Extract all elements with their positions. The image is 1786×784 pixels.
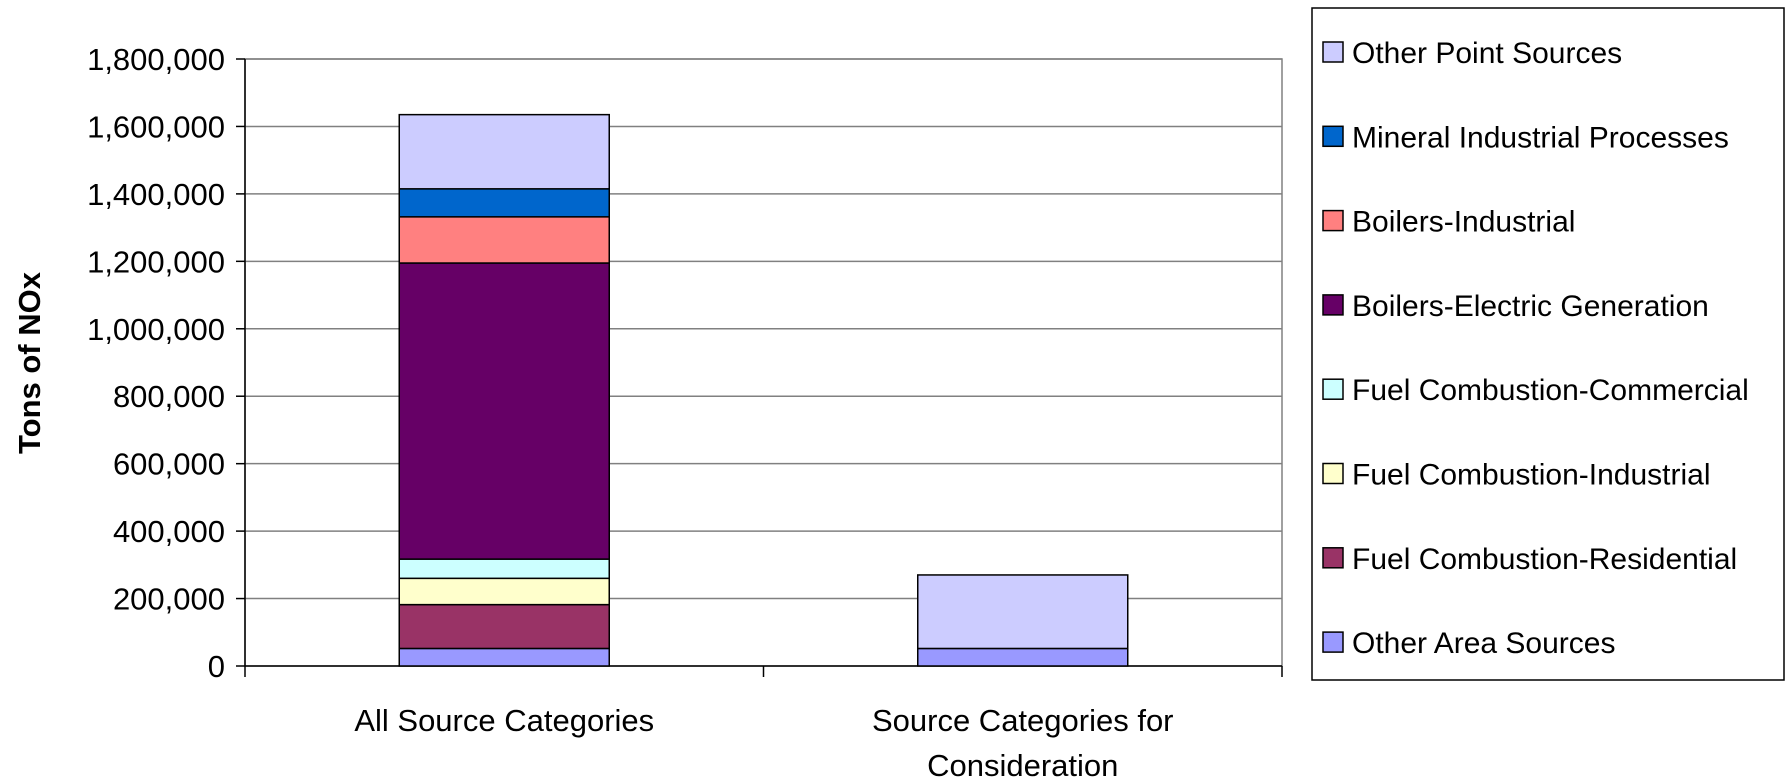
x-tick-label: All Source Categories	[354, 703, 654, 738]
x-axis: All Source Categories Source Categories f…	[244, 665, 1283, 783]
legend-swatch	[1322, 631, 1344, 653]
x-tick-label: Consideration	[927, 748, 1118, 783]
legend-entry: Other Point Sources	[1352, 37, 1622, 70]
legend-swatch	[1322, 294, 1344, 316]
y-tick-label: 0	[208, 649, 225, 684]
legend-swatch	[1322, 547, 1344, 569]
bar-segment	[398, 577, 610, 606]
y-axis-label: Tons of NOx	[12, 271, 47, 454]
legend-box	[1311, 7, 1785, 681]
legend-entry: Fuel Combustion-Residential	[1352, 543, 1737, 576]
bars	[398, 113, 1129, 667]
legend-swatch	[1322, 41, 1344, 63]
y-tick-label: 1,600,000	[87, 109, 225, 144]
legend-swatch	[1322, 209, 1344, 232]
legend-entry: Fuel Combustion-Industrial	[1352, 459, 1711, 492]
y-tick-label: 1,200,000	[87, 244, 225, 279]
y-tick-label: 1,000,000	[87, 312, 225, 347]
bar-segment	[917, 574, 1129, 650]
x-tick-label: Source Categories for	[872, 703, 1174, 738]
legend-swatch	[1322, 462, 1344, 485]
bar-segment	[398, 558, 610, 580]
bar-segment	[398, 188, 610, 218]
y-tick-label: 1,400,000	[87, 177, 225, 212]
y-tick-label: 400,000	[113, 514, 225, 549]
legend-swatch	[1322, 378, 1344, 400]
y-tick-label: 1,800,000	[87, 42, 225, 77]
bar-segment	[398, 113, 610, 190]
bar-segment	[398, 647, 610, 667]
legend-entry: Boilers-Electric Generation	[1352, 290, 1709, 323]
legend-swatch	[1322, 125, 1344, 148]
bar-segment	[917, 647, 1129, 667]
bar-segment	[398, 262, 610, 560]
legend-entry: Fuel Combustion-Commercial	[1352, 374, 1749, 407]
y-tick-label: 600,000	[113, 447, 225, 482]
bar-segment	[398, 216, 610, 264]
legend: Other Point Sources Mineral Industrial Pr…	[1311, 7, 1785, 681]
y-tick-label: 200,000	[113, 582, 225, 617]
bar-segment	[398, 603, 610, 650]
legend-entry: Mineral Industrial Processes	[1352, 121, 1729, 154]
y-tick-label: 800,000	[113, 379, 225, 414]
y-axis: 0 200,000 400,000 600,000 800,000 1,000,000 1,…	[87, 42, 246, 684]
legend-entry: Other Area Sources	[1352, 627, 1615, 660]
legend-entry: Boilers-Industrial	[1352, 206, 1575, 239]
